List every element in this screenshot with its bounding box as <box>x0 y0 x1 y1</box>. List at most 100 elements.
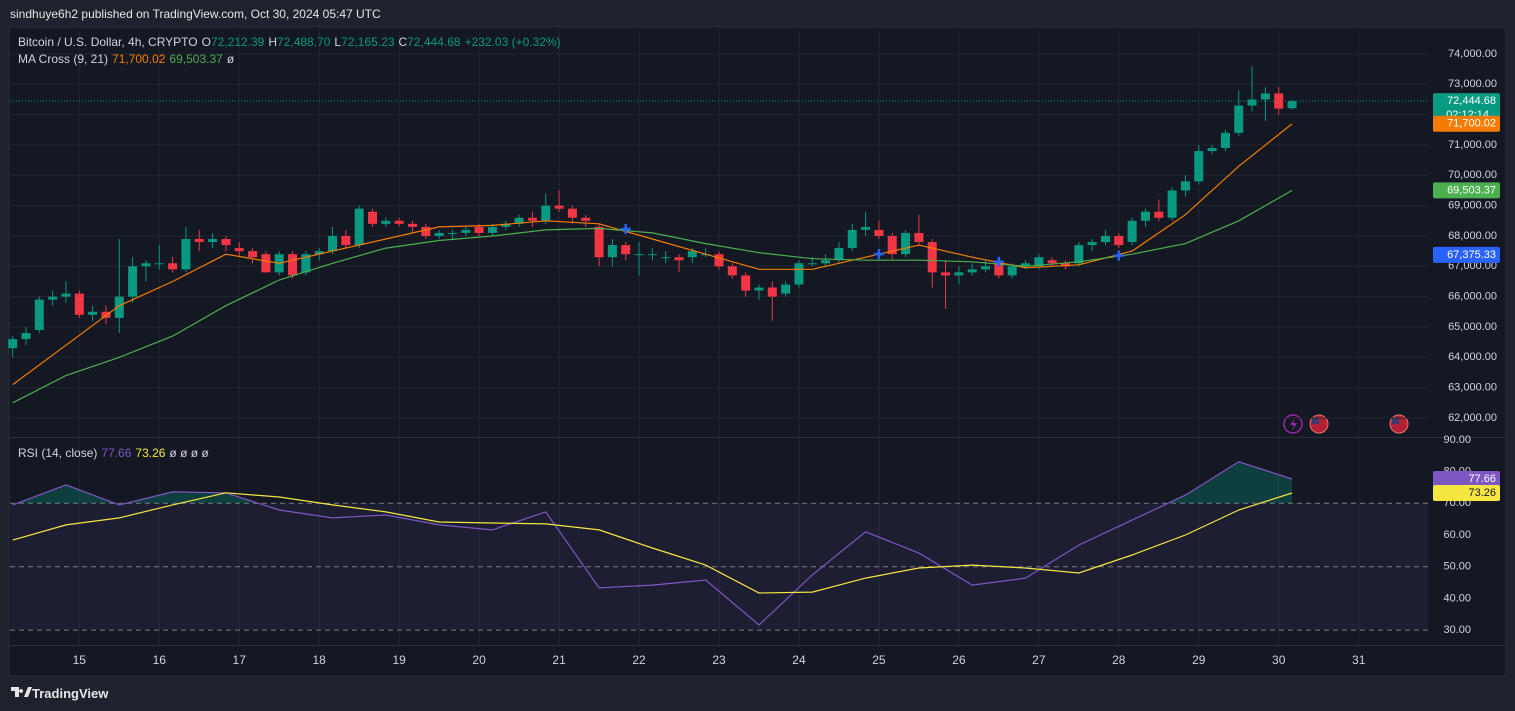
x-tick-label: 19 <box>392 653 406 667</box>
candle-body <box>687 251 697 258</box>
candle-body <box>807 263 817 265</box>
candle-body <box>461 229 471 233</box>
candle-body <box>1087 242 1097 246</box>
candle-body <box>114 296 124 318</box>
c-value: 72,444.68 <box>407 35 461 49</box>
badge-label: 77.66 <box>1468 473 1496 485</box>
y-tick-label: 73,000.00 <box>1448 78 1497 90</box>
x-tick-label: 30 <box>1272 653 1286 667</box>
candle-body <box>367 211 377 224</box>
price-badge <box>1433 471 1500 488</box>
candle-body <box>514 217 524 224</box>
ma-line <box>12 189 1293 404</box>
candle-body <box>314 251 324 255</box>
candle-body <box>1061 263 1071 267</box>
candle-body <box>501 223 511 227</box>
ma-title: MA Cross (9, 21) <box>18 52 109 66</box>
candle-body <box>874 229 884 236</box>
rsi-title: RSI (14, close) <box>18 446 98 460</box>
candle-body <box>141 263 151 267</box>
candle-body <box>1100 235 1110 243</box>
candle-body <box>487 226 497 233</box>
candle-body <box>1167 190 1177 218</box>
candle-body <box>1180 181 1190 191</box>
rsi-tick-label: 60.00 <box>1443 529 1471 541</box>
candle-body <box>34 299 44 330</box>
footer-brand: TradingView <box>32 686 109 701</box>
c-label: C <box>398 35 408 49</box>
x-tick-label: 31 <box>1352 653 1366 667</box>
cross-marker <box>993 256 1004 267</box>
candle-body <box>234 248 244 252</box>
candle-body <box>474 226 484 233</box>
x-tick-label: 23 <box>712 653 726 667</box>
x-tick-label: 25 <box>872 653 886 667</box>
candle-body <box>581 217 591 221</box>
candle-body <box>647 254 657 256</box>
candle-body <box>541 205 551 221</box>
candle-body <box>1234 105 1244 133</box>
candle-body <box>981 266 991 270</box>
candle-body <box>1021 263 1031 267</box>
candle-body <box>767 287 777 297</box>
y-tick-label: 68,000.00 <box>1448 230 1497 242</box>
price-badge <box>1433 484 1500 501</box>
candle-body <box>821 260 831 264</box>
badge-label: 72,444.68 <box>1447 95 1496 107</box>
ma-symbol: ø <box>226 52 235 66</box>
candle-body <box>621 245 631 255</box>
candle-body <box>661 257 671 259</box>
x-tick-label: 18 <box>313 653 327 667</box>
candle-body <box>88 311 98 315</box>
x-tick-label: 21 <box>552 653 566 667</box>
rsi-ma-value: 73.26 <box>135 446 166 460</box>
y-tick-label: 64,000.00 <box>1448 351 1497 363</box>
candle-body <box>527 217 537 221</box>
candle-body <box>1047 260 1057 264</box>
candle-body <box>341 235 351 246</box>
candle-body <box>1127 220 1137 243</box>
candle-body <box>1274 93 1284 109</box>
x-tick-label: 16 <box>153 653 167 667</box>
rsi-ma-line <box>12 492 1293 594</box>
x-tick-label: 20 <box>472 653 486 667</box>
x-tick-label: 24 <box>792 653 806 667</box>
candle-body <box>861 226 871 230</box>
ma-legend: MA Cross (9, 21) 71,700.02 69,503.37 ø <box>18 52 238 66</box>
candle-body <box>407 223 417 227</box>
candle-body <box>554 205 564 209</box>
candle-body <box>421 226 431 236</box>
candle-body <box>181 239 191 270</box>
candle-body <box>8 339 18 349</box>
candle-body <box>954 272 964 276</box>
badge-label: 73.26 <box>1468 487 1496 499</box>
candle-body <box>61 293 71 297</box>
candle-body <box>834 248 844 261</box>
candle-body <box>1220 132 1230 149</box>
rsi-tick-label: 30.00 <box>1443 624 1471 636</box>
publisher-line: sindhuye6h2 published on TradingView.com… <box>10 7 381 21</box>
symbol: Bitcoin / U.S. Dollar, 4h, CRYPTO <box>18 35 198 49</box>
x-tick-label: 28 <box>1112 653 1126 667</box>
cross-marker <box>873 249 884 260</box>
x-tick-label: 22 <box>632 653 646 667</box>
ma-fast-value: 71,700.02 <box>112 52 166 66</box>
candle-body <box>248 251 258 258</box>
rsi-tick-label: 40.00 <box>1443 592 1471 604</box>
candle-body <box>1034 257 1044 267</box>
y-tick-label: 70,000.00 <box>1448 169 1497 181</box>
x-tick-label: 17 <box>233 653 247 667</box>
price-badge <box>1433 115 1500 132</box>
candle-body <box>794 263 804 285</box>
ma-slow-value: 69,503.37 <box>169 52 223 66</box>
candle-body <box>994 263 1004 276</box>
rsi-value: 77.66 <box>101 446 132 460</box>
candle-body <box>288 254 298 276</box>
candle-body <box>21 333 31 340</box>
icons <box>1283 414 1409 434</box>
y-tick-label: 62,000.00 <box>1448 412 1497 424</box>
candle-body <box>208 239 218 243</box>
candle-body <box>967 269 977 273</box>
